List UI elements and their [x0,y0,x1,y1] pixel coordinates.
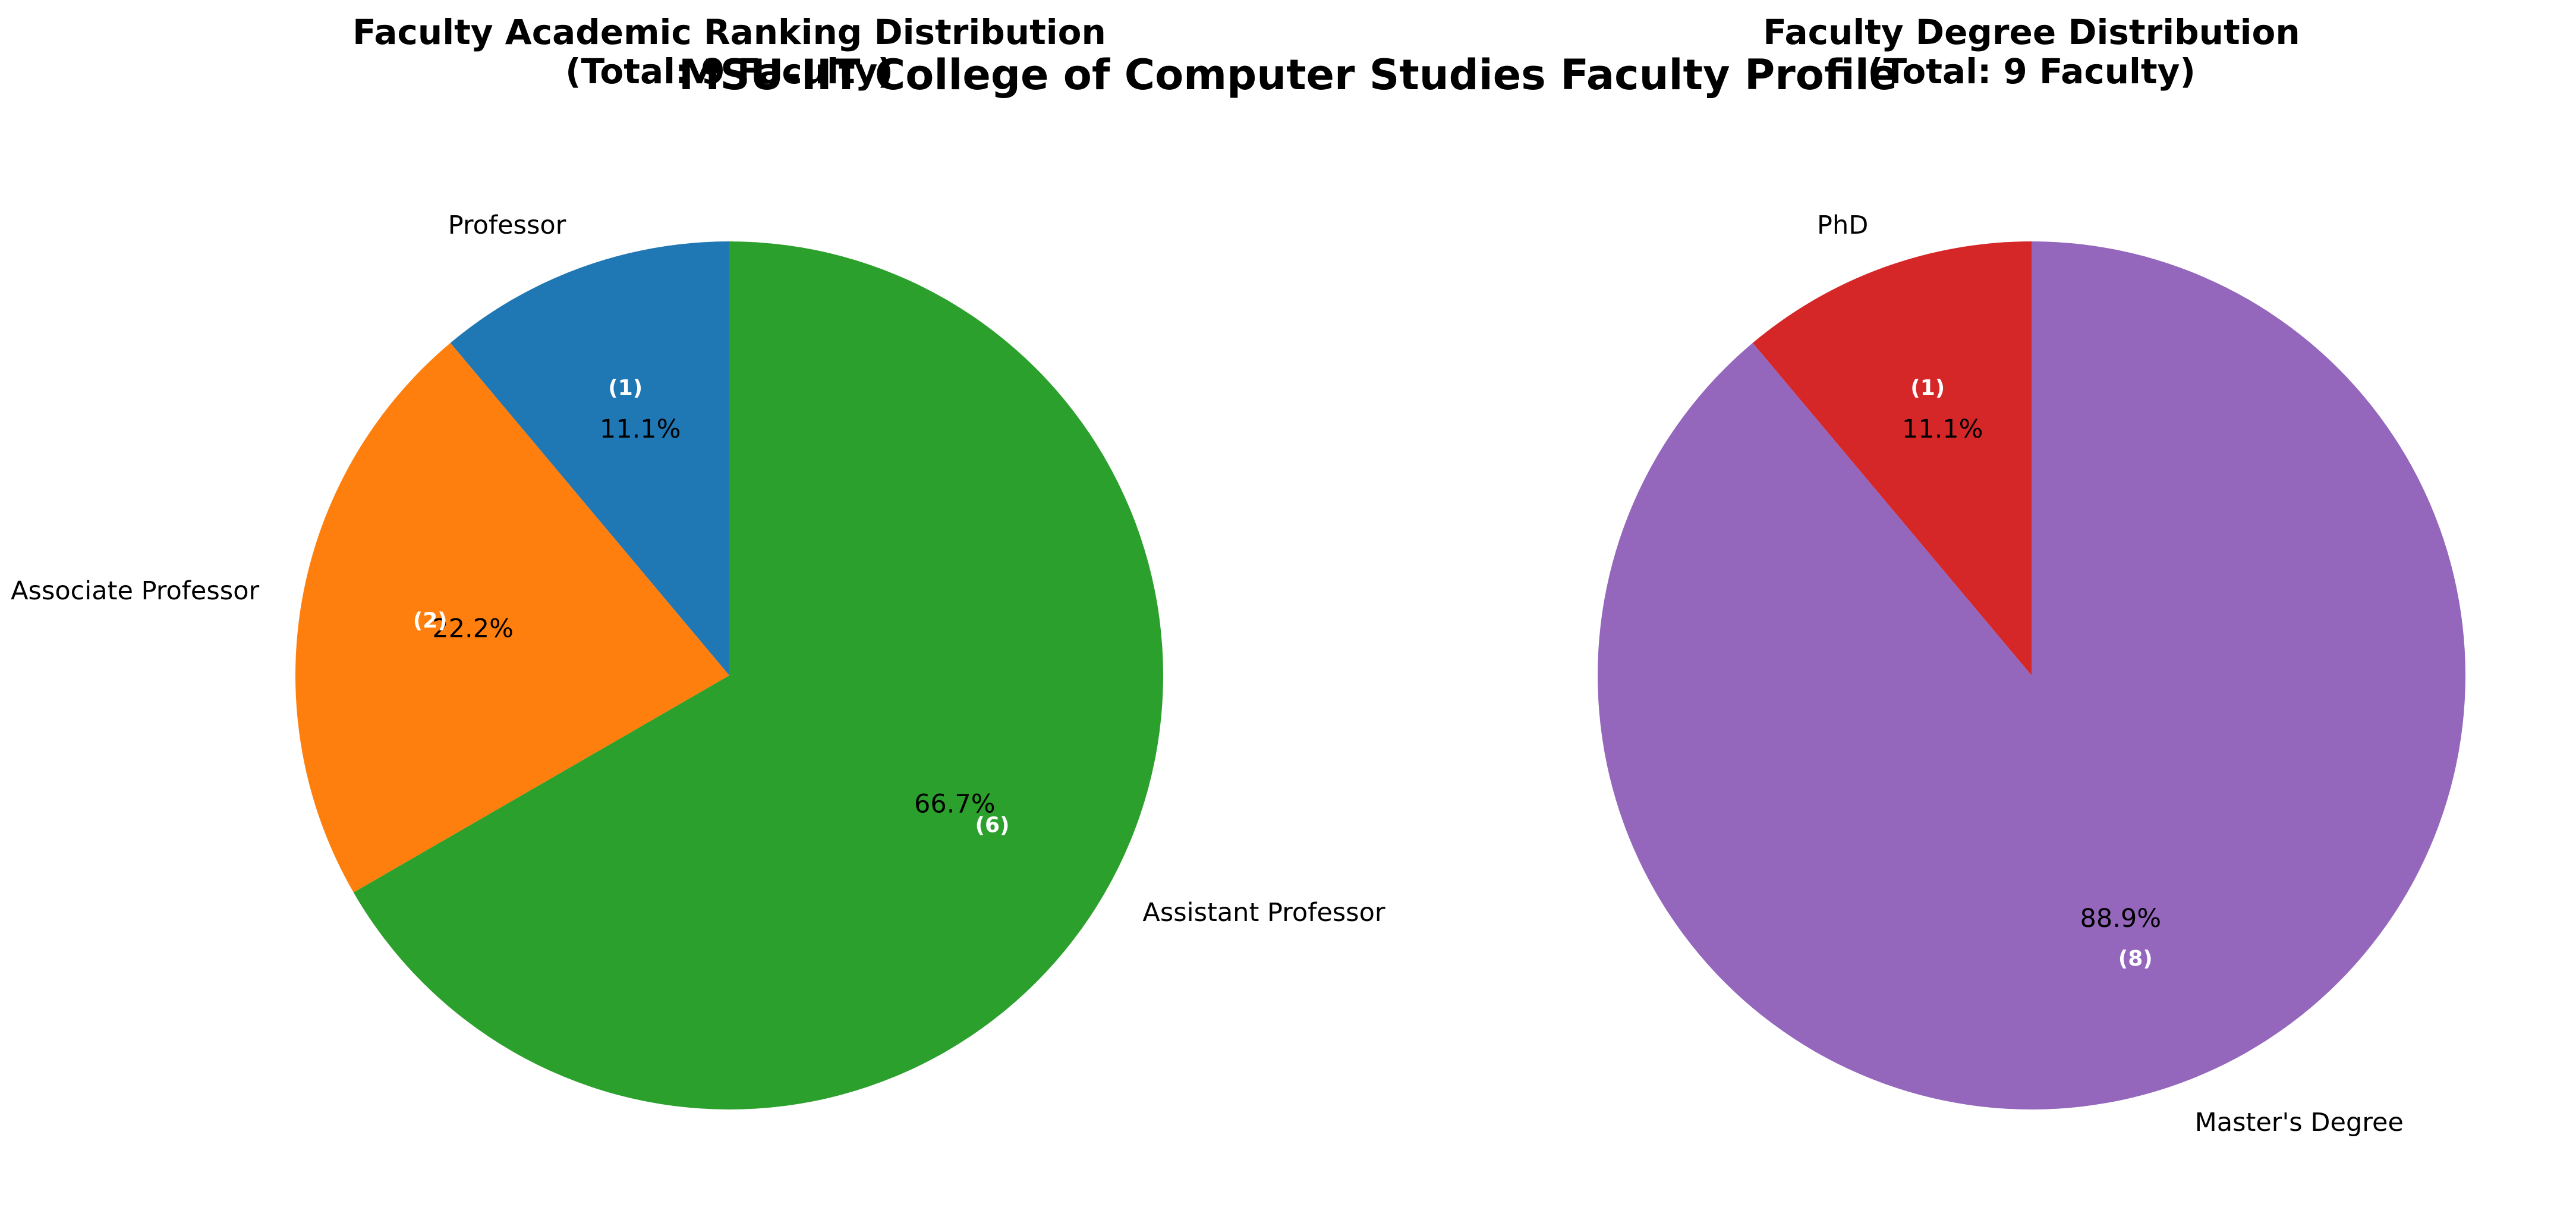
academic-ranking-pie-title-line-1: Faculty Academic Ranking Distribution [352,12,1106,52]
academic-ranking-count-assistant-professor: (6) [975,813,1010,838]
degree-distribution-percent-phd: 11.1% [1902,414,1983,444]
academic-ranking-pie-title-line-2: (Total: 9 Faculty) [565,51,893,92]
degree-distribution-label-master-s-degree: Master's Degree [2195,1108,2404,1137]
degree-distribution-count-phd: (1) [1910,376,1945,400]
academic-ranking-percent-assistant-professor: 66.7% [914,790,996,819]
degree-distribution-pie-chart: Faculty Degree Distribution (Total: 9 Fa… [1598,12,2465,1137]
academic-ranking-percent-associate-professor: 22.2% [432,614,514,643]
academic-ranking-slice-associate-professor [295,342,729,892]
figure-title: MSU-IIT College of Computer Studies Facu… [679,51,1897,99]
academic-ranking-count-professor: (1) [608,376,643,400]
degree-distribution-label-phd: PhD [1817,210,1868,240]
academic-ranking-label-professor: Professor [448,210,566,240]
academic-ranking-count-associate-professor: (2) [413,608,448,633]
degree-distribution-pie-title-line-2: (Total: 9 Faculty) [1868,51,2196,92]
academic-ranking-pie-chart: Faculty Academic Ranking Distribution (T… [11,12,1385,1109]
degree-distribution-slice-master-s-degree [1598,241,2465,1109]
academic-ranking-slice-assistant-professor [353,241,1163,1109]
degree-distribution-pie-title-line-1: Faculty Degree Distribution [1763,12,2300,52]
academic-ranking-label-assistant-professor: Assistant Professor [1142,898,1385,928]
academic-ranking-slice-professor [450,241,729,675]
academic-ranking-label-associate-professor: Associate Professor [11,576,259,606]
degree-distribution-slice-phd [1752,241,2032,675]
degree-distribution-count-master-s-degree: (8) [2118,947,2153,971]
academic-ranking-percent-professor: 11.1% [600,414,681,444]
degree-distribution-percent-master-s-degree: 88.9% [2080,904,2162,933]
